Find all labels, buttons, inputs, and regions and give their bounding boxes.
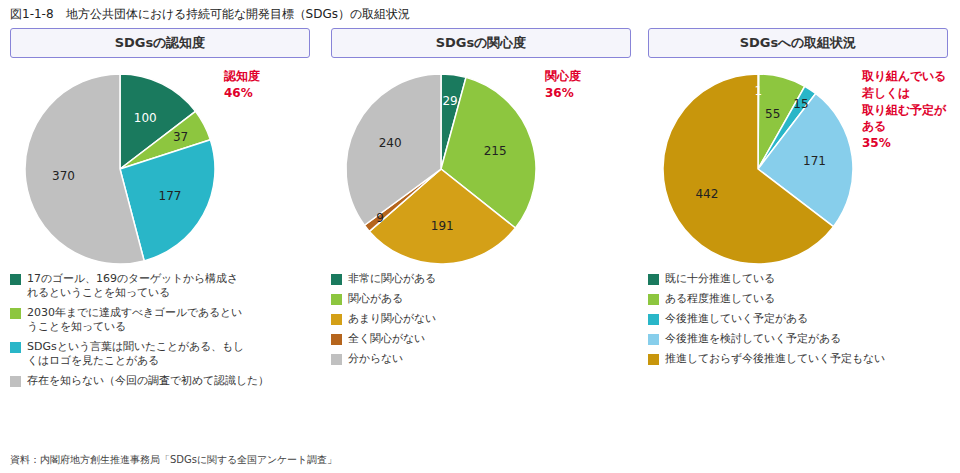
html-text:既に十分推進している: 既に十分推進している	[665, 272, 775, 285]
html-text:今後推進していく予定がある: 今後推進していく予定がある	[665, 312, 808, 325]
svg-text:37: 37	[173, 130, 188, 144]
svg-text:171: 171	[803, 154, 826, 168]
html-text:17のゴール、169のターゲットから構成さ れるということを: 17のゴール、169のターゲットから構成さ れるということを知っている	[27, 272, 238, 299]
svg-text:215: 215	[484, 144, 507, 158]
html-text:SDGsへの取組状況: SDGsへの取組状況	[739, 35, 857, 50]
html-text:SDGsの関心度: SDGsの関心度	[435, 35, 527, 50]
html-text:非常に関心がある: 非常に関心がある	[348, 272, 436, 285]
html-text:関心度 36%: 関心度 36%	[545, 69, 581, 100]
html-text:取り組んでいる 若しくは 取り組む予定が ある 35%: 取り組んでいる 若しくは 取り組む予定が ある 35%	[862, 69, 946, 151]
html-text:資料：内閣府地方創生推進事務局「SDGsに関する全国アンケー: 資料：内閣府地方創生推進事務局「SDGsに関する全国アンケート調査」	[10, 454, 337, 465]
html-text:全く関心がない: 全く関心がない	[348, 332, 425, 345]
html-text:2030年までに達成すべきゴールであるとい うことを知ってい: 2030年までに達成すべきゴールであるとい うことを知っている	[27, 306, 242, 333]
html-text:分からない: 分からない	[348, 352, 403, 365]
svg-text:240: 240	[379, 136, 402, 150]
svg-text:442: 442	[695, 187, 718, 201]
html-text:SDGsの認知度: SDGsの認知度	[114, 35, 206, 50]
html-text:図1-1-8 地方公共団体における持続可能な開発目標（SDG: 図1-1-8 地方公共団体における持続可能な開発目標（SDGs）の取組状況	[10, 7, 410, 21]
svg-text:370: 370	[52, 169, 75, 183]
svg-text:55: 55	[765, 107, 780, 121]
svg-text:100: 100	[134, 111, 157, 125]
html-text:認知度 46%: 認知度 46%	[224, 69, 260, 100]
html-text:ある程度推進している: ある程度推進している	[665, 292, 775, 305]
html-text:関心がある: 関心がある	[348, 292, 403, 305]
html-text:あまり関心がない: あまり関心がない	[348, 312, 436, 325]
svg-text:1: 1	[755, 84, 763, 98]
svg-text:9: 9	[376, 211, 384, 225]
html-text:SDGsという言葉は聞いたことがある、もし くはロゴを見たこ: SDGsという言葉は聞いたことがある、もし くはロゴを見たことがある	[27, 340, 244, 367]
html-text:存在を知らない（今回の調査で初めて認識した）: 存在を知らない（今回の調査で初めて認識した）	[27, 374, 269, 387]
html-text:今後推進を検討していく予定がある: 今後推進を検討していく予定がある	[665, 332, 841, 345]
svg-text:177: 177	[159, 189, 182, 203]
html-text:推進しておらず今後推進していく予定もない: 推進しておらず今後推進していく予定もない	[665, 352, 885, 365]
svg-text:15: 15	[793, 97, 808, 111]
svg-text:191: 191	[431, 219, 454, 233]
svg-text:29: 29	[442, 94, 457, 108]
